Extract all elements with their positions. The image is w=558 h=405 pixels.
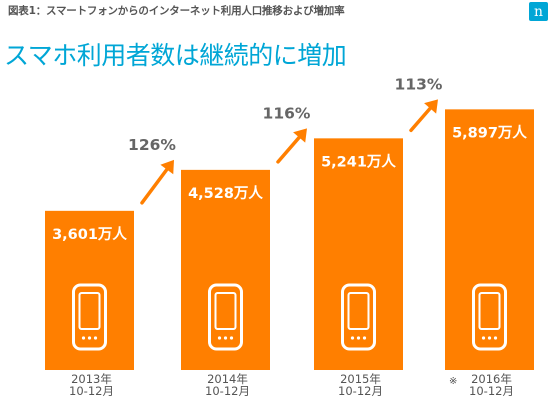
smartphone-icon bbox=[208, 283, 243, 351]
category-label: 10-12月 bbox=[338, 384, 383, 398]
category-label: 2016年 bbox=[471, 372, 512, 386]
page-title: スマホ利用者数は継続的に増加 bbox=[4, 41, 347, 70]
bar-value-label-4: 5,897万人 bbox=[452, 124, 527, 141]
bar-value-label-3: 5,241万人 bbox=[321, 153, 396, 170]
bar-value-label-1: 3,601万人 bbox=[52, 226, 127, 243]
brand-logo: n bbox=[529, 2, 548, 21]
category-note: ※ bbox=[449, 376, 457, 387]
smartphone-icon bbox=[72, 283, 107, 351]
growth-rate-label-3: 113% bbox=[395, 75, 443, 93]
smartphone-icon bbox=[341, 283, 376, 351]
category-label: 2014年 bbox=[207, 372, 248, 386]
category-label: 2015年 bbox=[340, 372, 381, 386]
category-label: 2013年 bbox=[71, 372, 112, 386]
bar-4 bbox=[445, 109, 534, 370]
bar-3 bbox=[314, 138, 403, 370]
growth-arrow-icon bbox=[276, 128, 307, 164]
growth-rate-label-1: 126% bbox=[128, 136, 176, 154]
category-label: 10-12月 bbox=[205, 384, 250, 398]
growth-arrow-icon bbox=[409, 99, 438, 133]
category-label: 10-12月 bbox=[469, 384, 514, 398]
svg-text:n: n bbox=[534, 5, 543, 18]
growth-arrow-icon bbox=[140, 159, 174, 205]
smartphone-icon bbox=[472, 283, 507, 351]
category-label: 10-12月 bbox=[69, 384, 114, 398]
growth-rate-label-2: 116% bbox=[263, 104, 311, 122]
figure-label: 図表1：スマートフォンからのインターネット利用人口推移および増加率 bbox=[8, 5, 345, 17]
bar-value-label-2: 4,528万人 bbox=[188, 185, 263, 202]
brand-logo-glyph: n bbox=[534, 5, 543, 18]
bar-1 bbox=[45, 210, 134, 370]
